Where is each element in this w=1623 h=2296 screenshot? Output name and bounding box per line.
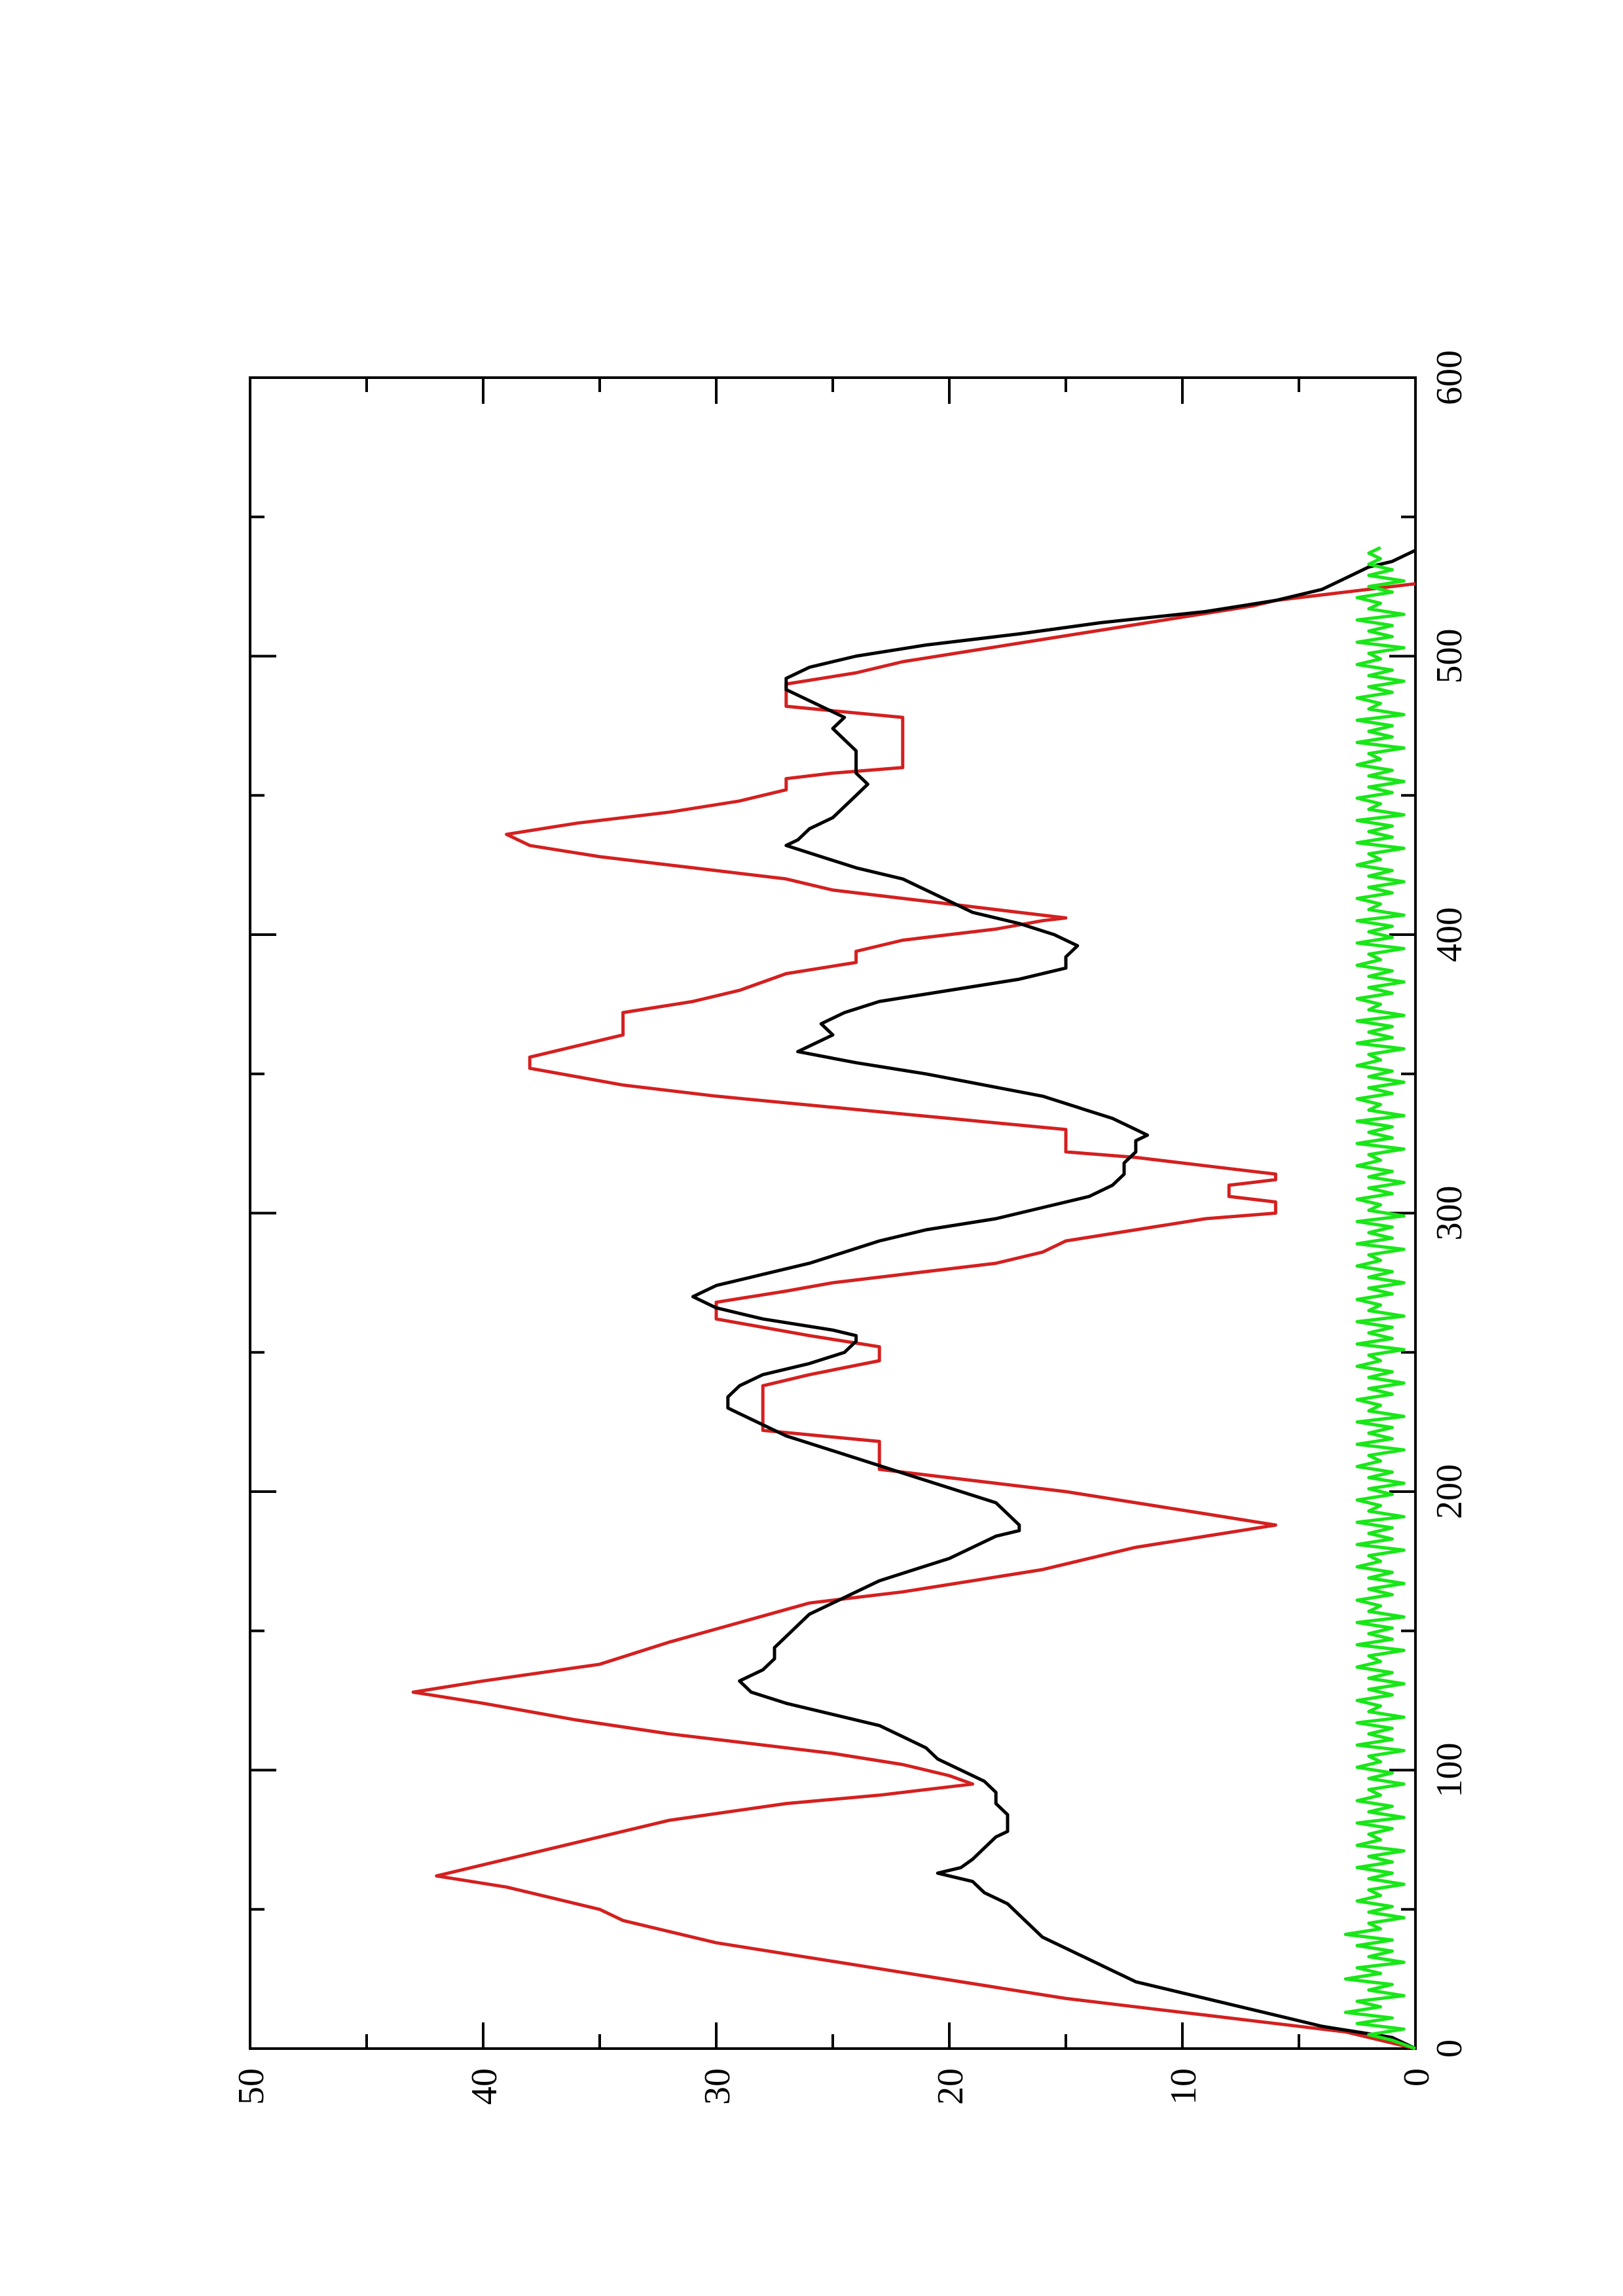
x-tick-label: 400 [1429, 907, 1470, 962]
series-line-2 [1343, 546, 1416, 2051]
ticks-layer [249, 376, 1417, 2050]
y-tick-label: 10 [1163, 2068, 1204, 2105]
x-tick-label: 200 [1429, 1464, 1470, 1519]
series-line-1 [691, 548, 1417, 2051]
series-layer [411, 546, 1417, 2051]
y-tick-label: 40 [464, 2068, 505, 2105]
tick-labels-layer: 0 100 200 300 400 500 600 0 10 20 30 40 50 [231, 350, 1470, 2105]
x-tick-label: 600 [1429, 350, 1470, 405]
series-line-0 [411, 582, 1416, 2051]
y-tick-label: 0 [1396, 2068, 1437, 2087]
y-tick-label: 50 [231, 2068, 272, 2105]
y-tick-label: 20 [930, 2068, 971, 2105]
x-tick-label: 500 [1429, 629, 1470, 684]
x-tick-label: 300 [1429, 1186, 1470, 1241]
x-tick-label: 0 [1429, 2039, 1470, 2058]
x-tick-label: 100 [1429, 1743, 1470, 1798]
y-tick-label: 30 [697, 2068, 738, 2105]
